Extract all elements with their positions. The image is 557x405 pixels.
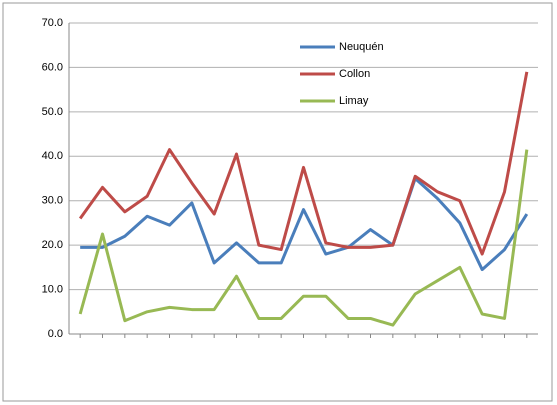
y-tick-label: 0.0 xyxy=(48,328,63,340)
y-tick-label: 30.0 xyxy=(42,195,63,207)
y-tick-label: 70.0 xyxy=(42,17,63,29)
legend-label: Neuquén xyxy=(339,41,384,53)
y-tick-label: 50.0 xyxy=(42,106,63,118)
chart-frame xyxy=(2,2,553,402)
y-tick-label: 10.0 xyxy=(42,283,63,295)
y-tick-label: 40.0 xyxy=(42,150,63,162)
y-tick-label: 60.0 xyxy=(42,61,63,73)
series-line xyxy=(80,177,529,272)
legend-label: Collon xyxy=(339,68,370,80)
legend-label: Limay xyxy=(339,95,369,107)
series-line xyxy=(78,71,529,256)
y-tick-label: 20.0 xyxy=(42,239,63,251)
series-line xyxy=(78,149,529,327)
